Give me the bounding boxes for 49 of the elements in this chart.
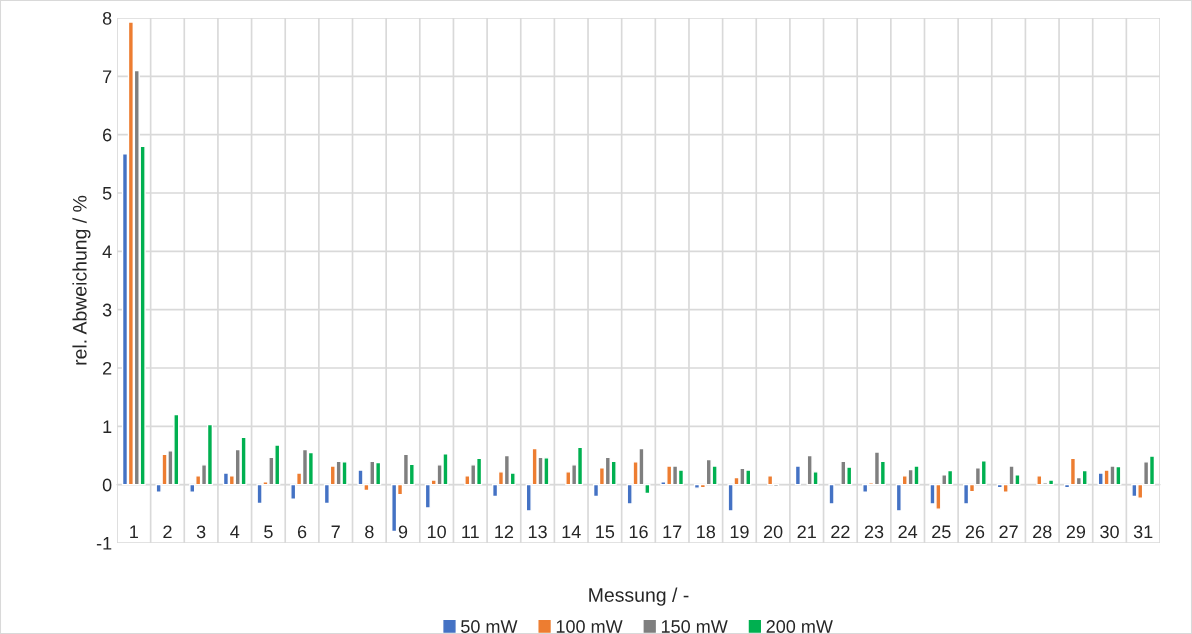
y-tick-label: 1: [103, 420, 112, 433]
x-tick-label: 28: [1033, 525, 1052, 539]
y-tick-label: 2: [103, 361, 112, 375]
x-tick-label: 17: [663, 525, 682, 539]
x-tick-label: 3: [196, 525, 206, 539]
legend-label: 50 mW: [461, 620, 518, 633]
x-tick-label: 6: [297, 525, 307, 539]
x-tick-label: 16: [629, 525, 648, 539]
bar: [794, 465, 802, 486]
x-tick-label: 8: [365, 525, 374, 539]
x-tick-label: 27: [999, 525, 1018, 539]
y-tick-label: 6: [103, 128, 112, 142]
x-tick-label: 11: [462, 525, 479, 539]
y-tick-label: 8: [102, 11, 112, 25]
x-axis-title: Messung / -: [589, 587, 689, 606]
x-tick-label: 15: [596, 525, 615, 539]
x-tick-label: 30: [1100, 525, 1119, 539]
x-tick-label: 22: [831, 525, 850, 539]
x-tick-label: 13: [528, 525, 547, 539]
y-tick-label: 5: [102, 187, 112, 200]
y-tick-label: 7: [103, 70, 112, 83]
x-tick-label: 25: [932, 525, 951, 539]
x-tick-label: 7: [331, 525, 340, 539]
x-tick-label: 31: [1133, 525, 1153, 539]
x-tick-label: 26: [965, 525, 985, 539]
x-tick-label: 24: [898, 525, 918, 539]
legend-label: 150 mW: [661, 620, 728, 633]
y-tick-label: 3: [102, 303, 112, 317]
x-tick-label: 12: [495, 525, 514, 539]
x-tick-label: 19: [730, 525, 749, 539]
legend-label: 200 mW: [766, 620, 833, 633]
x-tick-label: 20: [763, 525, 783, 539]
x-tick-label: 21: [797, 525, 816, 539]
legend-label: 100 mW: [556, 620, 623, 633]
y-tick-label: 4: [102, 245, 112, 258]
x-tick-label: 9: [398, 525, 408, 539]
x-tick-label: 14: [562, 525, 581, 539]
x-tick-label: 23: [864, 525, 884, 539]
x-tick-label: 2: [163, 525, 172, 539]
bar: [828, 483, 835, 505]
x-tick-label: 1: [130, 525, 138, 539]
x-tick-label: 10: [427, 525, 446, 539]
y-axis-title: rel. Abweichung / %: [72, 195, 91, 365]
x-tick-label: 5: [264, 525, 273, 539]
y-tick-label: -1: [96, 537, 112, 550]
y-tick-label: 0: [102, 478, 112, 492]
x-tick-label: 29: [1066, 525, 1086, 539]
x-tick-label: 18: [697, 525, 716, 539]
x-tick-label: 4: [230, 525, 240, 539]
